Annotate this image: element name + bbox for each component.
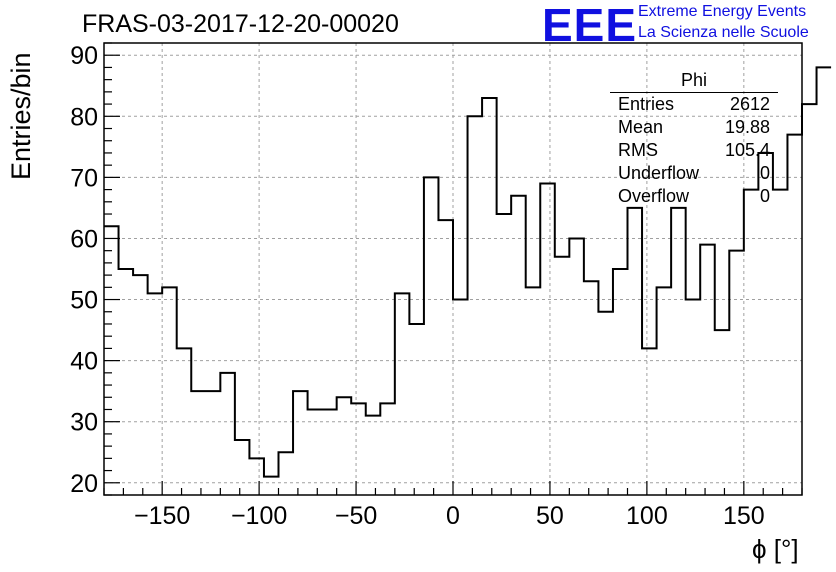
- stats-header: Phi: [610, 70, 778, 93]
- y-tick-label: 90: [70, 42, 98, 70]
- stats-value: 0: [759, 186, 770, 206]
- x-tick-label: −100: [231, 502, 287, 530]
- y-tick-label: 70: [70, 164, 98, 192]
- x-axis-label: ϕ [°]: [752, 534, 799, 564]
- x-tick-label: −50: [335, 502, 377, 530]
- stats-value: 2612: [729, 94, 770, 114]
- stats-label: Overflow: [618, 186, 690, 206]
- stats-value: 0: [759, 163, 770, 183]
- y-tick-label: 30: [70, 409, 98, 437]
- stats-row-underflow: Underflow 0: [610, 162, 778, 185]
- x-tick-label: 0: [446, 502, 460, 530]
- axis-ticks: [103, 42, 803, 496]
- stats-row-mean: Mean 19.88: [610, 116, 778, 139]
- histogram-outline: [104, 66, 832, 478]
- stats-box: Phi Entries 2612 Mean 19.88 RMS 105.4 Un…: [610, 70, 778, 208]
- x-tick-label: 100: [626, 502, 668, 530]
- chart-title: FRAS-03-2017-12-20-00020: [82, 10, 399, 38]
- x-tick-label: 50: [536, 502, 564, 530]
- tick-labels: −150 −100 −50 0 50 100 150 20 30 40 50 60 70 80 90: [70, 42, 765, 530]
- eee-logo: EEE: [542, 0, 638, 51]
- stats-row-rms: RMS 105.4: [610, 139, 778, 162]
- x-tick-label: −150: [134, 502, 190, 530]
- stats-value: 19.88: [724, 117, 770, 137]
- y-axis-label: Entries/bin: [6, 52, 36, 180]
- stats-label: Entries: [618, 94, 675, 114]
- stats-label: Underflow: [618, 163, 700, 183]
- y-tick-label: 40: [70, 348, 98, 376]
- logo-line-1: Extreme Energy Events: [638, 3, 807, 20]
- stats-label: RMS: [618, 140, 658, 160]
- stats-label: Mean: [618, 117, 664, 137]
- stats-row-entries: Entries 2612: [610, 93, 778, 116]
- y-tick-label: 20: [70, 470, 98, 498]
- y-tick-label: 60: [70, 225, 98, 253]
- logo-line-2: La Scienza nelle Scuole: [638, 24, 809, 41]
- stats-row-overflow: Overflow 0: [610, 185, 778, 208]
- y-tick-label: 50: [70, 287, 98, 315]
- stats-value: 105.4: [724, 140, 770, 160]
- x-tick-label: 150: [723, 502, 765, 530]
- y-tick-label: 80: [70, 103, 98, 131]
